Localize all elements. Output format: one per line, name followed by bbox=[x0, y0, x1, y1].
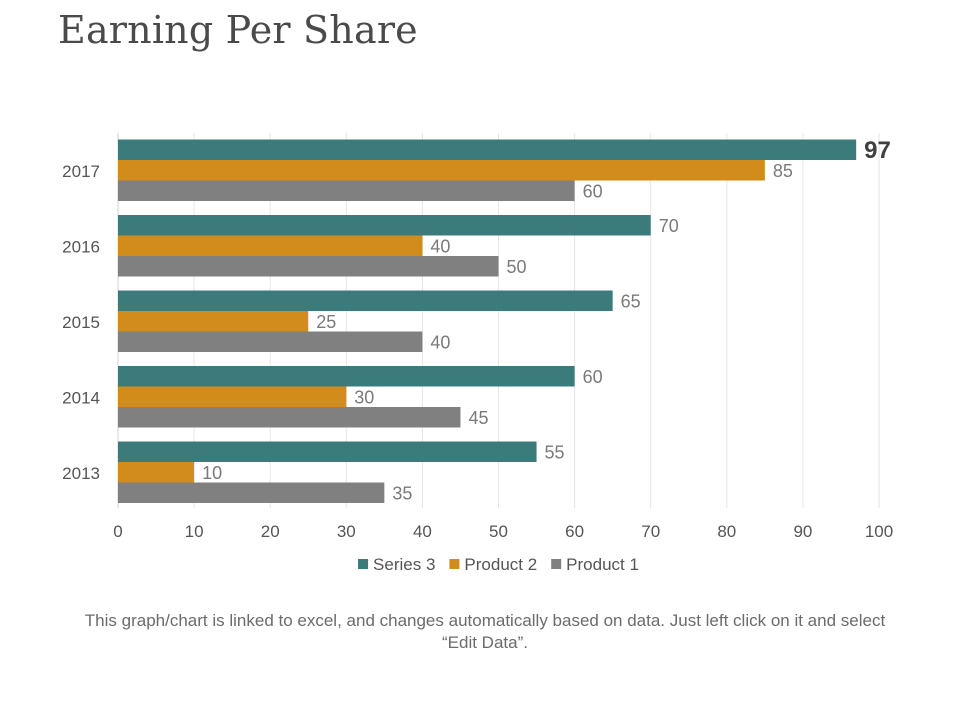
bar-product-2-2013 bbox=[118, 462, 195, 483]
data-label-series-3-2015: 65 bbox=[621, 291, 641, 311]
legend-swatch-product-2 bbox=[449, 559, 460, 569]
x-tick-label: 40 bbox=[413, 522, 432, 541]
data-label-product-1-2017: 60 bbox=[583, 181, 603, 201]
y-tick-label-2016: 2016 bbox=[62, 237, 100, 256]
legend-swatch-product-1 bbox=[551, 559, 562, 569]
y-tick-label-2017: 2017 bbox=[62, 162, 100, 181]
legend-label-product-2: Product 2 bbox=[464, 555, 537, 574]
y-tick-label-2013: 2013 bbox=[62, 464, 100, 483]
data-label-product-2-2013: 10 bbox=[202, 463, 222, 483]
bar-product-1-2013 bbox=[118, 482, 385, 503]
data-label-product-2-2017: 85 bbox=[773, 161, 793, 181]
legend-swatch-series-3 bbox=[358, 559, 369, 569]
data-label-product-1-2014: 45 bbox=[468, 408, 488, 428]
data-label-product-2-2015: 25 bbox=[316, 312, 336, 332]
bar-product-1-2015 bbox=[118, 331, 423, 352]
bar-product-1-2016 bbox=[118, 256, 499, 277]
bar-series-3-2017 bbox=[118, 139, 857, 160]
y-tick-label-2014: 2014 bbox=[62, 388, 100, 407]
data-label-product-1-2016: 50 bbox=[507, 257, 527, 277]
data-label-series-3-2016: 70 bbox=[659, 216, 679, 236]
x-tick-label: 80 bbox=[717, 522, 736, 541]
bar-series-3-2014 bbox=[118, 366, 575, 387]
data-label-product-2-2014: 30 bbox=[354, 387, 374, 407]
data-label-series-3-2013: 55 bbox=[545, 442, 565, 462]
y-tick-label-2015: 2015 bbox=[62, 313, 100, 332]
y-axis: 2013 2014 2015 2016 2017 bbox=[62, 162, 100, 483]
bar-series-3-2015 bbox=[118, 290, 613, 311]
bar-series-3-2016 bbox=[118, 215, 651, 236]
x-axis: 0 10 20 30 40 50 60 70 80 90 100 bbox=[113, 522, 893, 541]
data-label-series-3-2017: 97 bbox=[864, 137, 891, 164]
legend-label-series-3: Series 3 bbox=[373, 555, 435, 574]
x-tick-label: 90 bbox=[793, 522, 812, 541]
bar-product-2-2015 bbox=[118, 311, 309, 332]
data-label-product-1-2013: 35 bbox=[392, 483, 412, 503]
bar-product-2-2017 bbox=[118, 160, 765, 181]
bar-series-3-2013 bbox=[118, 441, 537, 462]
data-label-series-3-2014: 60 bbox=[583, 367, 603, 387]
bar-product-2-2014 bbox=[118, 386, 347, 407]
bar-product-1-2017 bbox=[118, 180, 575, 201]
x-tick-label: 50 bbox=[489, 522, 508, 541]
data-label-product-1-2015: 40 bbox=[430, 332, 450, 352]
x-tick-label: 0 bbox=[113, 522, 122, 541]
data-labels: 55 10 35 60 30 45 65 25 40 70 40 50 97 85 60 bbox=[202, 137, 891, 504]
data-label-product-2-2016: 40 bbox=[430, 236, 450, 256]
x-tick-label: 60 bbox=[565, 522, 584, 541]
x-tick-label: 10 bbox=[185, 522, 204, 541]
page-title: Earning Per Share bbox=[58, 8, 418, 52]
bars bbox=[118, 139, 857, 503]
bar-product-1-2014 bbox=[118, 407, 461, 428]
legend-label-product-1: Product 1 bbox=[566, 555, 639, 574]
bar-product-2-2016 bbox=[118, 235, 423, 256]
legend: Series 3 Product 2 Product 1 bbox=[358, 555, 639, 574]
chart-caption: This graph/chart is linked to excel, and… bbox=[84, 611, 886, 652]
x-tick-label: 70 bbox=[641, 522, 660, 541]
x-tick-label: 100 bbox=[865, 522, 893, 541]
x-tick-label: 20 bbox=[261, 522, 280, 541]
x-tick-label: 30 bbox=[337, 522, 356, 541]
